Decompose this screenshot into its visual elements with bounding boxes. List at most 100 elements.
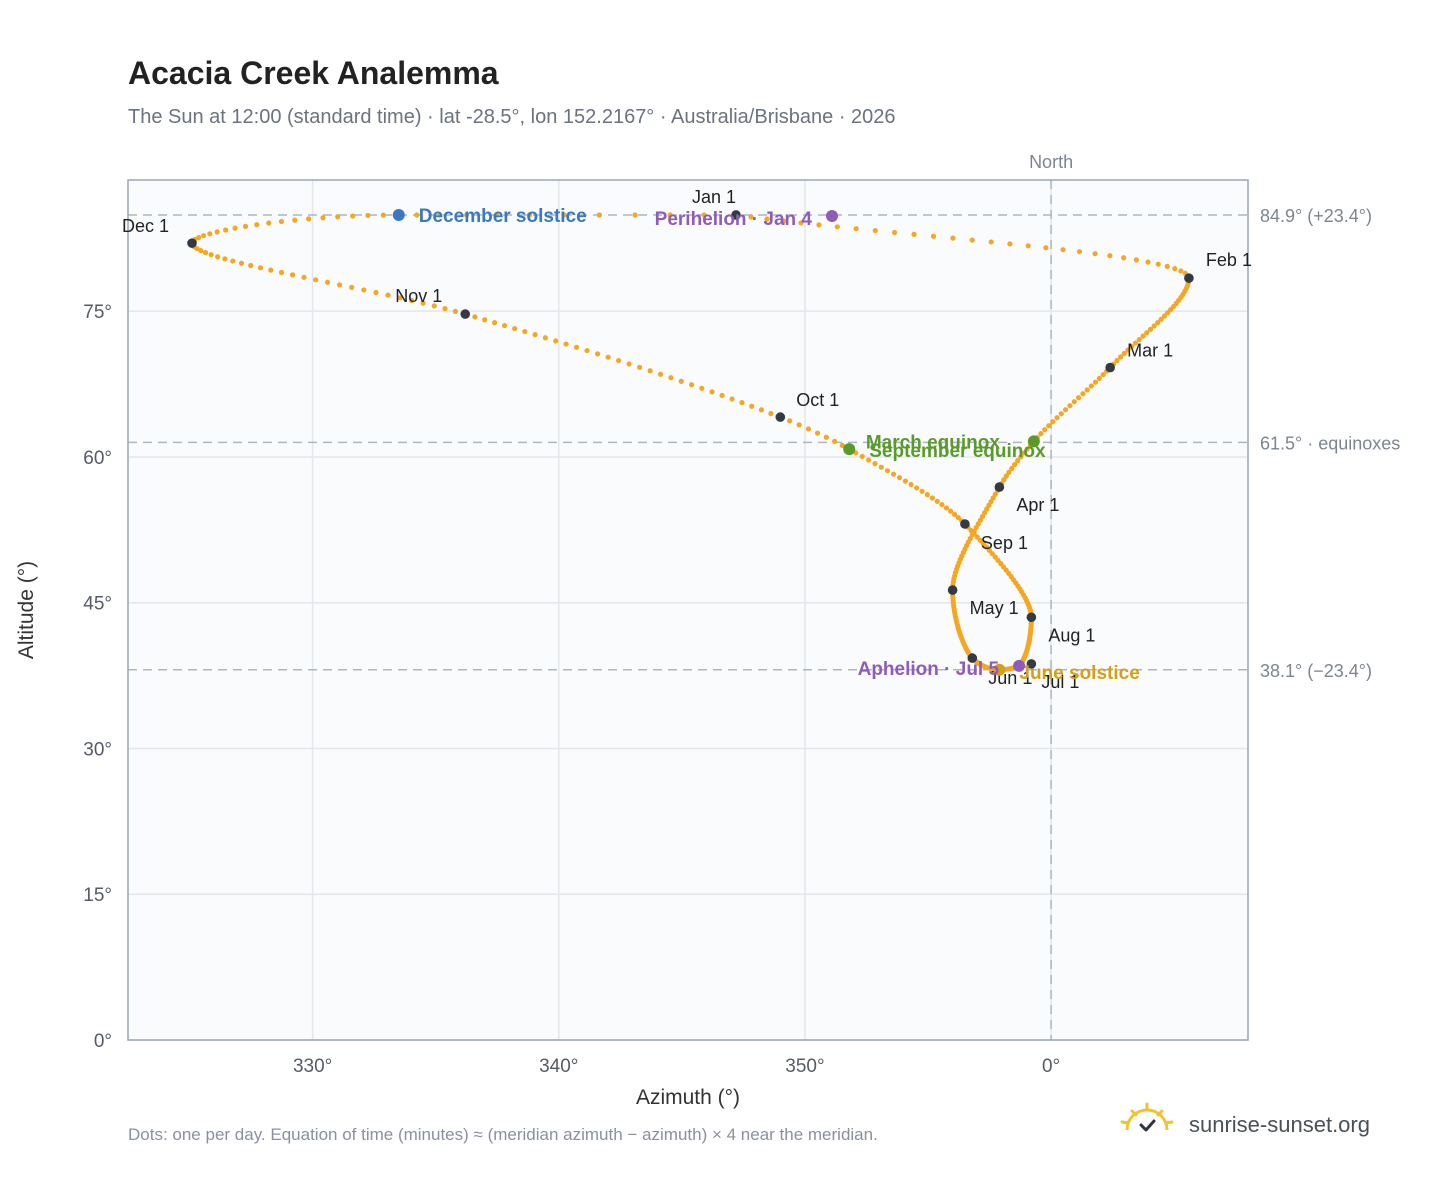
daily-sun-dot (380, 212, 386, 218)
daily-sun-dot (951, 511, 958, 517)
month-label: Apr 1 (1016, 495, 1059, 515)
daily-sun-dot (1012, 461, 1018, 468)
daily-sun-dot (214, 229, 220, 235)
month-marker (994, 482, 1005, 492)
daily-sun-dot (349, 284, 355, 290)
daily-sun-dot (1151, 323, 1157, 329)
reference-line-label: 61.5° · equinoxes (1260, 433, 1400, 453)
event-label: December solstice (419, 206, 587, 227)
daily-sun-dot (605, 354, 611, 360)
daily-sun-dot (561, 212, 567, 218)
daily-sun-dot (983, 544, 989, 550)
event-label: June solstice (1019, 663, 1139, 684)
daily-sun-dot (816, 222, 822, 228)
daily-sun-dot (1125, 347, 1131, 353)
sun-logo-icon[interactable] (1120, 1102, 1174, 1132)
daily-sun-dot (689, 382, 695, 388)
brand-link[interactable]: sunrise-sunset.org (1189, 1112, 1370, 1137)
daily-sun-dot (596, 212, 602, 218)
daily-sun-dot (1144, 330, 1150, 336)
month-marker (1105, 362, 1115, 373)
daily-sun-dot (908, 481, 914, 488)
daily-sun-dot (232, 225, 238, 231)
chart-subtitle: The Sun at 12:00 (standard time) · lat -… (128, 106, 896, 128)
daily-sun-dot (632, 212, 638, 218)
reference-line-label: 84.9° (+23.4°) (1260, 206, 1372, 226)
event-marker (843, 443, 856, 456)
daily-sun-dot (701, 212, 707, 218)
daily-sun-dot (859, 453, 865, 460)
daily-sun-dot (1054, 415, 1060, 421)
daily-sun-dot (1096, 375, 1102, 382)
daily-sun-dot (324, 279, 331, 285)
daily-sun-dot (924, 492, 930, 498)
daily-sun-dot (1076, 395, 1082, 401)
x-tick-label: 340° (539, 1056, 578, 1077)
daily-sun-dot (553, 338, 559, 344)
daily-sun-dot (1164, 263, 1170, 269)
daily-sun-dot (254, 222, 260, 228)
month-marker (187, 238, 197, 248)
daily-sun-dot (512, 325, 518, 332)
daily-sun-dot (934, 498, 940, 504)
daily-sun-dot (238, 260, 245, 266)
daily-sun-dot (896, 475, 903, 481)
daily-sun-dot (1058, 411, 1064, 417)
daily-sun-dot (1121, 255, 1127, 261)
daily-sun-dot (350, 213, 356, 219)
daily-sun-dot (853, 226, 859, 232)
month-marker (1026, 659, 1037, 669)
daily-sun-dot (494, 212, 500, 218)
daily-sun-dot (1062, 407, 1069, 413)
daily-sun-dot (1140, 333, 1146, 339)
month-label: Dec 1 (122, 216, 169, 236)
daily-sun-dot (1158, 316, 1164, 322)
daily-sun-dot (1015, 458, 1021, 464)
daily-sun-dot (764, 216, 770, 222)
daily-sun-dot (814, 430, 821, 436)
y-tick-label: 30° (83, 739, 112, 760)
daily-sun-dot (798, 220, 804, 226)
daily-sun-dot (1046, 423, 1052, 429)
daily-sun-dot (242, 223, 249, 229)
daily-sun-dot (373, 289, 379, 296)
daily-sun-dot (709, 389, 715, 395)
daily-sun-dot (1003, 473, 1009, 479)
daily-sun-dot (1107, 253, 1113, 259)
daily-sun-dot (947, 508, 954, 514)
daily-sun-dot (668, 375, 674, 381)
daily-sun-dot (1067, 403, 1073, 409)
daily-sun-dot (699, 385, 705, 391)
daily-sun-dot (930, 233, 937, 239)
daily-sun-dot (320, 215, 326, 221)
daily-sun-dot (289, 272, 296, 278)
daily-sun-dot (955, 514, 961, 521)
event-label: March equinox (866, 432, 1001, 453)
daily-sun-dot (201, 233, 207, 239)
daily-sun-dot (823, 434, 829, 440)
north-label: North (1029, 152, 1073, 172)
daily-sun-dot (943, 505, 949, 511)
daily-sun-dot (902, 478, 908, 484)
daily-sun-dot (313, 277, 319, 283)
daily-sun-dot (768, 410, 774, 417)
daily-sun-dot (839, 442, 845, 448)
daily-sun-dot (919, 488, 925, 494)
daily-sun-dot (1025, 243, 1031, 249)
daily-sun-dot (980, 541, 986, 547)
daily-sun-dot (306, 216, 312, 222)
month-label: Aug 1 (1048, 625, 1095, 645)
daily-sun-dot (336, 282, 343, 288)
event-label: Perihelion · Jan 4 (655, 209, 813, 230)
month-marker (731, 210, 741, 220)
event-label: Aphelion · Jul 5 (858, 659, 1000, 680)
daily-sun-dot (1080, 391, 1086, 397)
daily-sun-dot (1084, 387, 1090, 393)
event-marker (993, 663, 1006, 676)
daily-sun-dot (890, 471, 897, 477)
daily-sun-dot (781, 218, 787, 224)
daily-sun-dot (526, 212, 533, 218)
month-label: Oct 1 (796, 390, 839, 410)
